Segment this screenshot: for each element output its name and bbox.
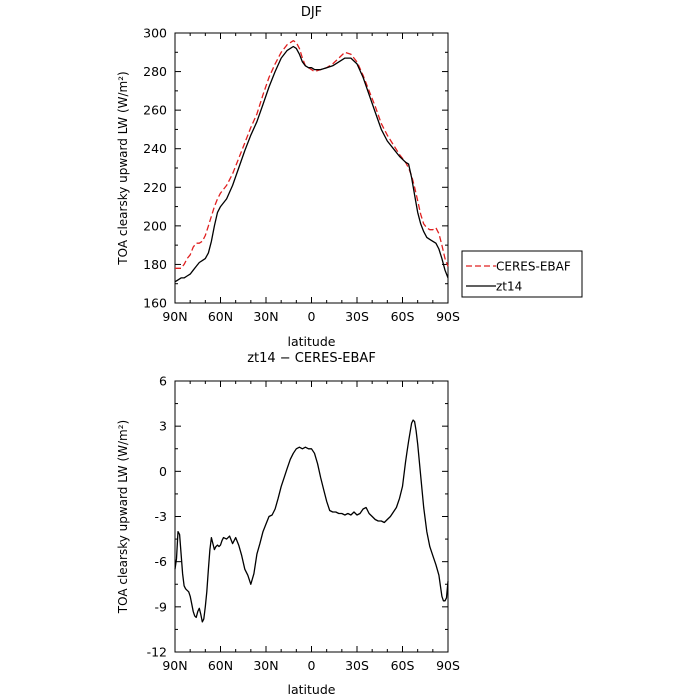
y-tick-label: 0 xyxy=(159,464,167,479)
x-tick-label: 30N xyxy=(253,658,278,673)
x-tick-label: 30N xyxy=(253,309,278,324)
chart-title: DJF xyxy=(301,5,322,20)
chart-top: DJF 160 180 200 220 240 260 280 300 90N 60N 30N 0 30S… xyxy=(116,5,583,349)
legend-box xyxy=(461,250,583,298)
x-axis-label: latitude xyxy=(288,334,336,349)
chart-bottom: zt14 − CERES-EBAF -12 -9 -6 -3 0 3 6 90N 60N 30N 0 3… xyxy=(116,351,460,697)
x-tick-label: 90N xyxy=(162,658,187,673)
y-tick-label: 240 xyxy=(143,141,167,156)
x-tick-label: 60N xyxy=(208,658,233,673)
y-tick-label: -9 xyxy=(155,599,168,614)
legend-label: zt14 xyxy=(496,280,522,294)
y-tick-label: 180 xyxy=(143,257,167,272)
y-tick-label: 280 xyxy=(143,64,167,79)
series-line-ceres-ebaf xyxy=(175,40,449,269)
x-tick-label: 60N xyxy=(208,309,233,324)
x-tick-label: 90S xyxy=(436,309,460,324)
x-tick-label: 0 xyxy=(308,658,316,673)
y-tick-label: 220 xyxy=(143,180,167,195)
chart-title: zt14 − CERES-EBAF xyxy=(247,351,376,366)
plot-frame xyxy=(174,380,449,653)
y-tick-label: 260 xyxy=(143,103,167,118)
series-line-0 xyxy=(174,419,449,623)
y-tick-label: 6 xyxy=(159,374,167,389)
x-tick-label: 0 xyxy=(308,309,316,324)
y-tick-label: 3 xyxy=(159,419,167,434)
x-tick-label: 30S xyxy=(345,309,369,324)
x-tick-label: 90N xyxy=(162,309,187,324)
series-line-zt14 xyxy=(174,45,449,283)
y-tick-label: 160 xyxy=(143,296,167,311)
y-tick-label: -6 xyxy=(155,554,168,569)
y-tick-label: 200 xyxy=(143,218,167,233)
y-tick-label: -12 xyxy=(147,645,167,660)
x-axis-label: latitude xyxy=(288,682,336,697)
x-tick-label: 90S xyxy=(436,658,460,673)
y-tick-label: 300 xyxy=(143,26,167,41)
plot-frame xyxy=(174,32,449,304)
x-tick-label: 60S xyxy=(391,658,415,673)
x-tick-label: 60S xyxy=(391,309,415,324)
x-tick-label: 30S xyxy=(345,658,369,673)
legend-label: CERES-EBAF xyxy=(496,260,571,274)
y-tick-label: -3 xyxy=(155,509,167,524)
y-axis-label: TOA clearsky upward LW (W/m²) xyxy=(116,420,130,614)
y-axis-label: TOA clearsky upward LW (W/m²) xyxy=(116,71,130,265)
